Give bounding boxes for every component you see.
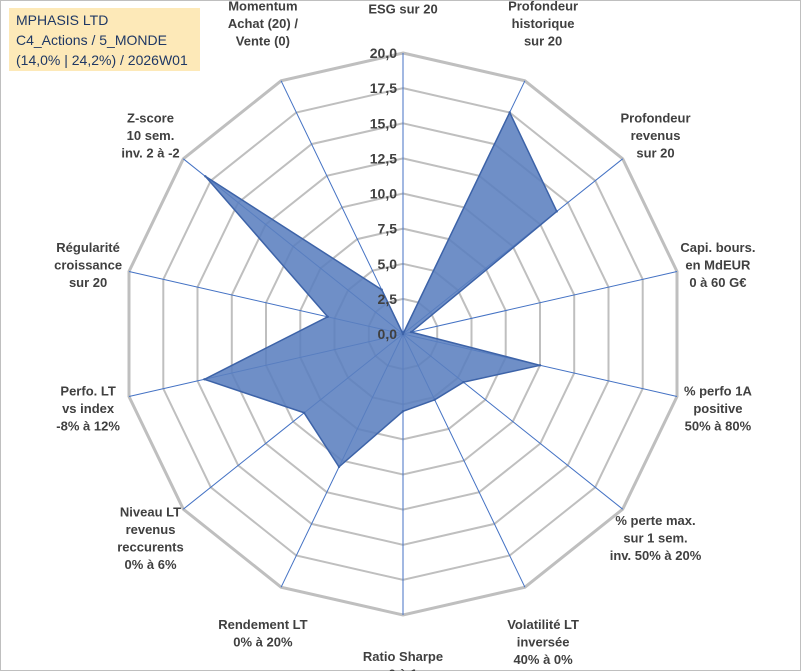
axis-label: % perfo 1A positive 50% à 80% — [684, 384, 753, 434]
data-point — [326, 315, 329, 318]
data-point — [302, 411, 306, 414]
tick-label: 12,5 — [370, 150, 397, 166]
data-point — [508, 111, 511, 114]
axis-label: NoteESG sur 20 — [368, 0, 437, 17]
axis-label: % perte max. sur 1 sem. inv. 50% à 20% — [610, 513, 702, 563]
data-point — [380, 288, 383, 291]
data-point — [410, 330, 413, 334]
axis-label: Volatilité LT inversée 40% à 0% — [507, 617, 579, 667]
axis-label: Niveau LT revenus reccurents 0% à 6% — [117, 504, 183, 572]
axis-spoke — [402, 271, 678, 335]
axis-label: Régularité croissance sur 20 — [54, 240, 122, 290]
data-point — [462, 381, 465, 384]
tick-label: 7,5 — [378, 221, 398, 237]
tick-label: 0,0 — [378, 326, 398, 342]
tick-label: 20,0 — [370, 45, 397, 61]
axis-label: Profondeur historique sur 20 — [508, 0, 578, 49]
title-line-3: (14,0% | 24,2%) / 2026W01 — [16, 52, 188, 68]
tick-label: 2,5 — [378, 291, 398, 307]
tick-label: 10,0 — [370, 186, 397, 202]
axis-label: Perfo. LT vs index -8% à 12% — [56, 384, 120, 434]
axis-label: Z-score 10 sem. inv. 2 à -2 — [121, 110, 179, 160]
title-line-1: MPHASIS LTD — [16, 12, 109, 28]
axis-label: Rendement LT 0% à 20% — [218, 617, 307, 650]
data-point — [337, 465, 341, 469]
title-box: MPHASIS LTD C4_Actions / 5_MONDE (14,0% … — [9, 8, 200, 71]
axis-label: Capi. bours. en MdEUR 0 à 60 G€ — [680, 240, 755, 290]
axis-label: Profondeur revenus sur 20 — [620, 110, 690, 160]
axis-label: Ratio Sharpe0 à 1 — [363, 649, 443, 671]
data-point — [555, 210, 558, 213]
title-line-2: C4_Actions / 5_MONDE — [16, 32, 167, 48]
tick-label: 17,5 — [370, 80, 397, 96]
data-point — [401, 332, 405, 336]
data-point — [538, 364, 542, 367]
data-point — [401, 410, 405, 413]
data-point — [433, 398, 436, 401]
tick-label: 15,0 — [370, 115, 397, 131]
tick-label: 5,0 — [378, 256, 398, 272]
data-point — [203, 378, 206, 381]
data-point — [204, 175, 207, 178]
axis-label: Momentum Achat (20) / Vente (0) — [228, 0, 298, 49]
